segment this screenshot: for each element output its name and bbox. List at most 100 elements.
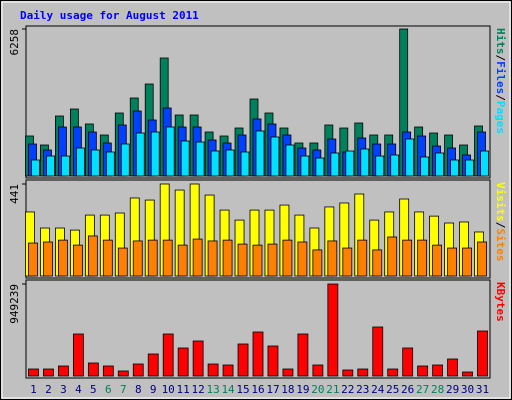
bar [58, 239, 68, 277]
x-tick-label: 7 [120, 383, 127, 396]
bar [315, 157, 325, 177]
x-tick-label: 24 [371, 383, 385, 396]
bar [387, 368, 399, 377]
bar [252, 331, 264, 377]
bar [46, 155, 55, 177]
x-tick-label: 26 [401, 383, 414, 396]
legend: Hits/Files/Pages [494, 28, 507, 134]
bar [150, 131, 160, 177]
bar [372, 326, 384, 377]
bar [255, 130, 265, 177]
bar [162, 239, 173, 277]
bar [162, 333, 174, 377]
bar [435, 152, 445, 177]
x-tick-label: 30 [461, 383, 474, 396]
bar [417, 365, 429, 377]
y-tick-label: 441 [8, 184, 21, 204]
bar [462, 371, 473, 377]
legend: KBytes [494, 282, 507, 322]
bar [432, 244, 443, 277]
bar [345, 150, 355, 177]
bar [192, 340, 204, 377]
bar [120, 143, 130, 177]
legend-entry: Files [494, 61, 507, 94]
legend-entry: Pages [494, 101, 507, 134]
y-tick-label: 6258 [8, 29, 21, 56]
x-tick-label: 27 [416, 383, 429, 396]
bar [462, 247, 472, 277]
bar [195, 141, 205, 177]
bar [147, 239, 158, 277]
bar [360, 148, 370, 177]
bar [72, 244, 83, 277]
bar [117, 247, 128, 277]
x-tick-label: 9 [150, 383, 157, 396]
bar [297, 333, 309, 377]
bar [267, 243, 278, 277]
x-tick-label: 21 [326, 383, 339, 396]
x-tick-label: 11 [177, 383, 190, 396]
x-tick-label: 5 [90, 383, 97, 396]
x-tick-label: 28 [431, 383, 444, 396]
x-tick-label: 14 [221, 383, 235, 396]
bar [405, 138, 415, 177]
x-tick-label: 13 [206, 383, 219, 396]
x-tick-label: 1 [30, 383, 37, 396]
bar [210, 150, 220, 177]
x-tick-label: 20 [311, 383, 324, 396]
bar [312, 249, 323, 277]
bar [480, 150, 489, 177]
bar [267, 345, 279, 377]
bar [102, 365, 114, 377]
bar [72, 333, 84, 377]
bar [312, 364, 324, 377]
bar [180, 140, 190, 177]
bar [240, 151, 250, 177]
bar [330, 152, 340, 177]
bar [327, 240, 338, 277]
bar [165, 126, 175, 177]
bar [357, 239, 368, 277]
x-tick-label: 22 [341, 383, 354, 396]
x-tick-label: 12 [192, 383, 205, 396]
bar [450, 159, 459, 177]
legend-entry: Hits [494, 28, 507, 55]
bar [237, 243, 248, 277]
bar [87, 362, 99, 377]
bar [177, 347, 189, 377]
legend: Visits/Sites [494, 182, 507, 262]
legend-entry: Visits [494, 182, 507, 222]
bar [61, 155, 70, 177]
bar [207, 363, 219, 377]
x-tick-label: 8 [135, 383, 142, 396]
x-tick-label: 6 [105, 383, 112, 396]
bar [75, 147, 85, 177]
legend-separator: / [494, 55, 507, 62]
bar [390, 154, 400, 177]
bar [225, 149, 235, 177]
bar [282, 368, 294, 377]
x-tick-label: 23 [356, 383, 369, 396]
x-tick-label: 31 [476, 383, 489, 396]
bar [375, 155, 385, 177]
bar [207, 240, 218, 277]
bar [117, 370, 129, 377]
bar [222, 364, 234, 377]
bar [357, 368, 369, 377]
bar [237, 343, 249, 377]
bar [28, 368, 39, 377]
x-tick-label: 29 [446, 383, 459, 396]
bar [300, 155, 310, 177]
legend-separator: / [494, 222, 507, 229]
bar [297, 241, 308, 277]
bar [135, 132, 145, 177]
bar [87, 235, 98, 277]
x-tick-label: 4 [75, 383, 82, 396]
bar [132, 240, 143, 277]
bar [285, 144, 295, 177]
bar [43, 241, 53, 277]
bar [402, 347, 414, 377]
x-tick-label: 16 [251, 383, 264, 396]
x-tick-label: 17 [266, 383, 279, 396]
